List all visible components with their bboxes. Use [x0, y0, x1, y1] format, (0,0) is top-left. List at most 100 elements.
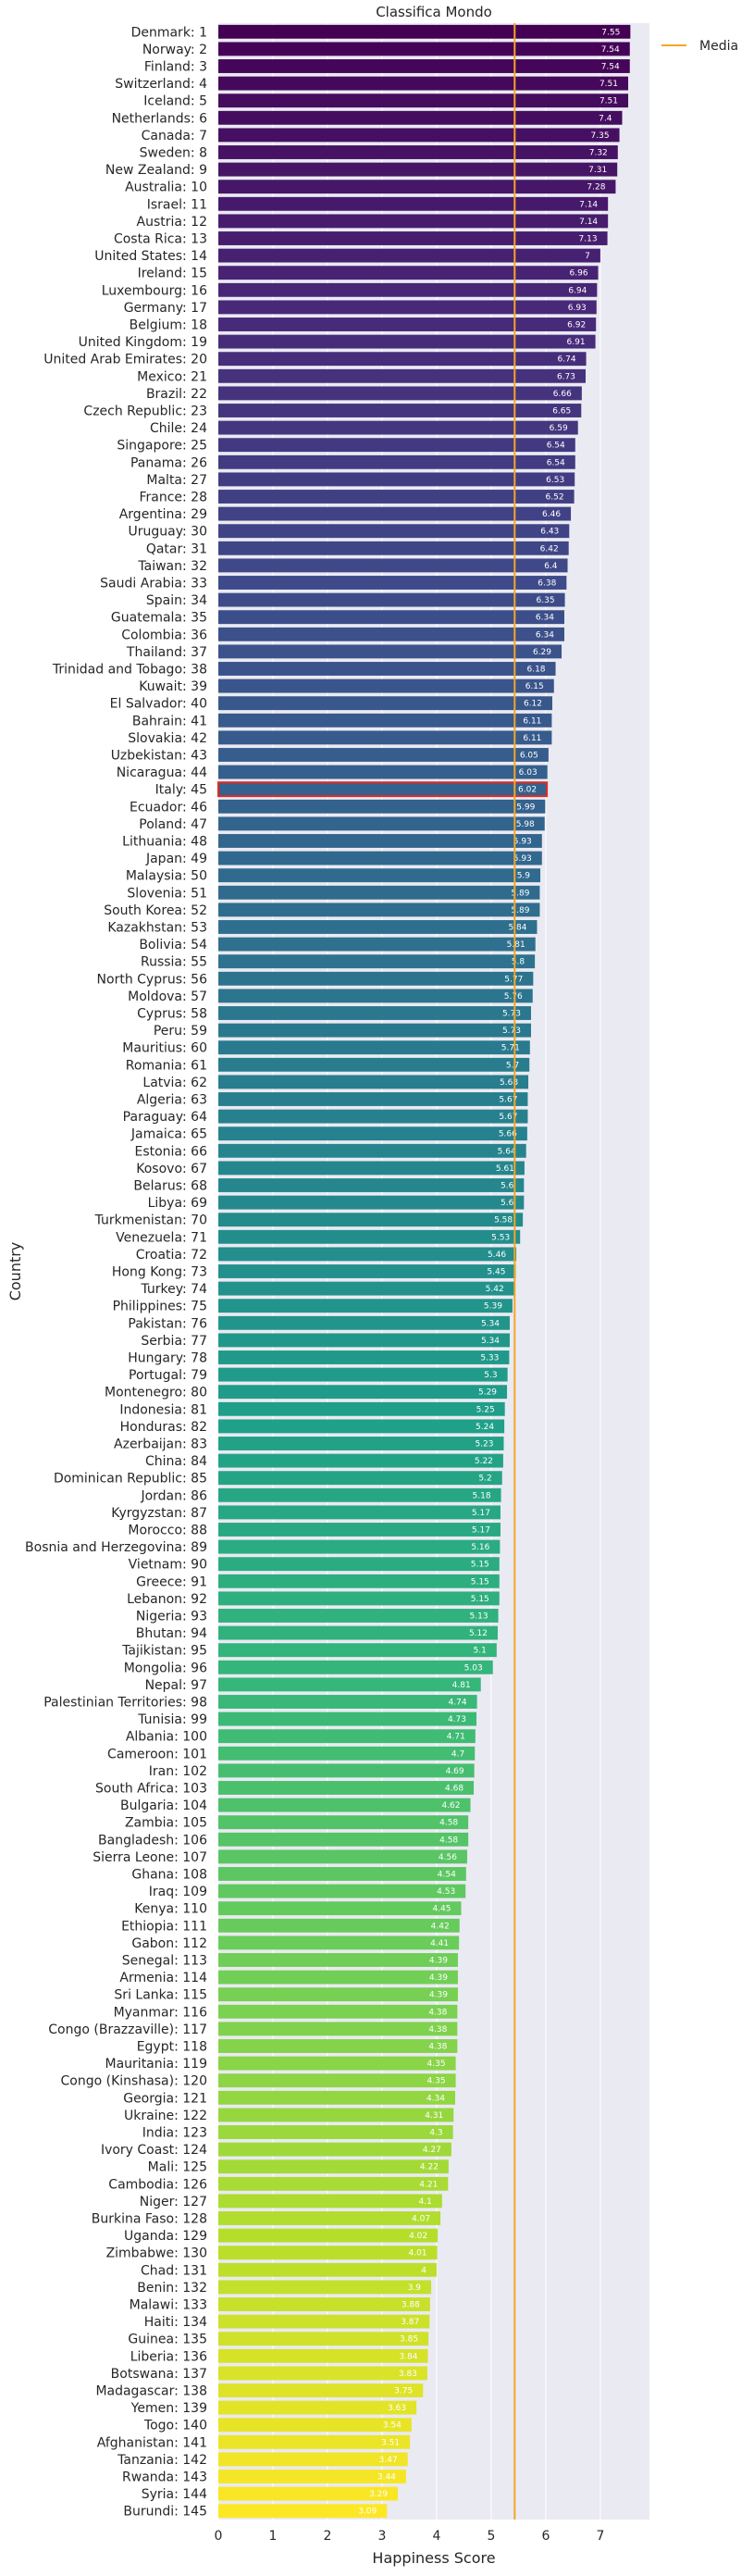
data-label: 6.35	[537, 596, 555, 605]
category-label: Niger: 127	[140, 2195, 207, 2209]
bar	[218, 59, 630, 73]
data-label: 6.94	[568, 286, 587, 295]
bar	[218, 1471, 502, 1486]
bar	[218, 162, 618, 177]
data-label: 5.93	[513, 854, 532, 864]
category-label: Pakistan: 76	[128, 1316, 207, 1331]
bar	[218, 2159, 449, 2174]
chart-title: Classifica Mondo	[376, 4, 492, 20]
data-label: 3.85	[400, 2335, 418, 2345]
data-label: 6.34	[536, 614, 554, 623]
legend-label-media: Media	[699, 39, 738, 54]
category-label: Nigeria: 93	[136, 1610, 207, 1624]
data-label: 6.73	[557, 372, 575, 381]
bar	[218, 2470, 406, 2483]
bar	[218, 1367, 508, 1382]
bar	[218, 1935, 460, 1950]
data-label: 6.93	[568, 304, 587, 313]
x-tick-label: 0	[215, 2529, 223, 2544]
bar	[218, 2039, 458, 2053]
bar	[218, 1746, 476, 1761]
category-label: Mauritius: 60	[122, 1041, 207, 1056]
bar	[218, 1953, 458, 1967]
data-label: 6.53	[546, 476, 564, 485]
bar	[218, 454, 575, 469]
data-label: 6.05	[520, 752, 538, 761]
bar	[218, 1143, 526, 1158]
bar	[218, 1695, 477, 1709]
bar	[218, 1161, 525, 1176]
bar	[218, 2434, 411, 2449]
bar	[218, 868, 541, 883]
bar	[218, 317, 597, 331]
category-label: Vietnam: 90	[129, 1558, 207, 1573]
bar	[218, 196, 609, 211]
data-label: 7.31	[588, 166, 607, 175]
data-label: 5.13	[470, 1612, 488, 1622]
data-label: 5.6	[501, 1199, 514, 1208]
category-label: Colombia: 36	[121, 628, 207, 642]
data-label: 4.3	[429, 2129, 442, 2138]
bar	[218, 1523, 501, 1537]
category-label: Dominican Republic: 85	[54, 1472, 207, 1487]
category-label: Morocco: 88	[128, 1524, 207, 1538]
category-label: Latvia: 62	[142, 1076, 207, 1090]
category-label: Congo (Brazzaville): 117	[48, 2022, 207, 2037]
data-label: 5.68	[500, 1078, 518, 1088]
category-label: Sri Lanka: 115	[114, 1988, 207, 2003]
bar	[218, 2056, 456, 2071]
bar	[218, 76, 628, 91]
category-label: United Kingdom: 19	[79, 335, 207, 350]
category-label: Burkina Faso: 128	[92, 2212, 207, 2227]
category-label: North Cyprus: 56	[97, 972, 208, 987]
data-label: 3.84	[399, 2352, 417, 2361]
bar	[218, 1867, 466, 1881]
data-label: 7.14	[579, 218, 598, 227]
bar	[218, 506, 572, 521]
bar	[218, 2125, 453, 2139]
bar	[218, 765, 548, 779]
bar	[218, 2297, 430, 2311]
data-label: 6.59	[550, 424, 568, 433]
bar	[218, 696, 553, 711]
bar	[218, 2211, 441, 2225]
data-label: 6.52	[546, 493, 564, 503]
data-label: 5.15	[471, 1561, 489, 1570]
data-label: 3.29	[369, 2490, 388, 2499]
category-label: Kyrgyzstan: 87	[111, 1506, 207, 1521]
x-tick-label: 1	[269, 2529, 278, 2544]
category-label: Myanmar: 116	[114, 2005, 208, 2020]
data-label: 5.73	[502, 1010, 521, 1019]
category-label: Bhutan: 94	[136, 1626, 207, 1641]
category-label: Ukraine: 122	[124, 2109, 207, 2123]
data-label: 4.71	[447, 1733, 465, 1742]
data-label: 5.17	[472, 1509, 490, 1518]
category-label: Poland: 47	[139, 817, 207, 832]
x-axis-label: Happiness Score	[372, 2549, 495, 2567]
data-label: 3.09	[358, 2508, 377, 2517]
category-label: Malta: 27	[146, 473, 207, 488]
x-tick-label: 4	[432, 2529, 440, 2544]
bar	[218, 558, 568, 573]
bar	[218, 1643, 497, 1658]
data-label: 4.07	[412, 2215, 430, 2224]
category-label: Slovakia: 42	[128, 731, 207, 746]
category-label: Syria: 144	[142, 2487, 207, 2502]
bar	[218, 678, 554, 693]
data-label: 5.89	[511, 906, 529, 915]
data-label: 4.21	[419, 2180, 438, 2189]
category-label: Turkmenistan: 70	[94, 1213, 207, 1228]
category-label: Ecuador: 46	[130, 800, 207, 815]
bar	[218, 1970, 458, 1985]
bar	[218, 662, 556, 676]
category-label: Ireland: 15	[138, 267, 207, 281]
data-label: 4.35	[427, 2077, 446, 2086]
category-label: Cameroon: 101	[107, 1747, 207, 1761]
bar	[218, 93, 628, 108]
data-label: 5.3	[484, 1371, 497, 1380]
category-label: Mongolia: 96	[124, 1661, 207, 1675]
data-label: 6.15	[525, 682, 544, 691]
x-tick-label: 2	[324, 2529, 332, 2544]
bar	[218, 1901, 462, 1916]
